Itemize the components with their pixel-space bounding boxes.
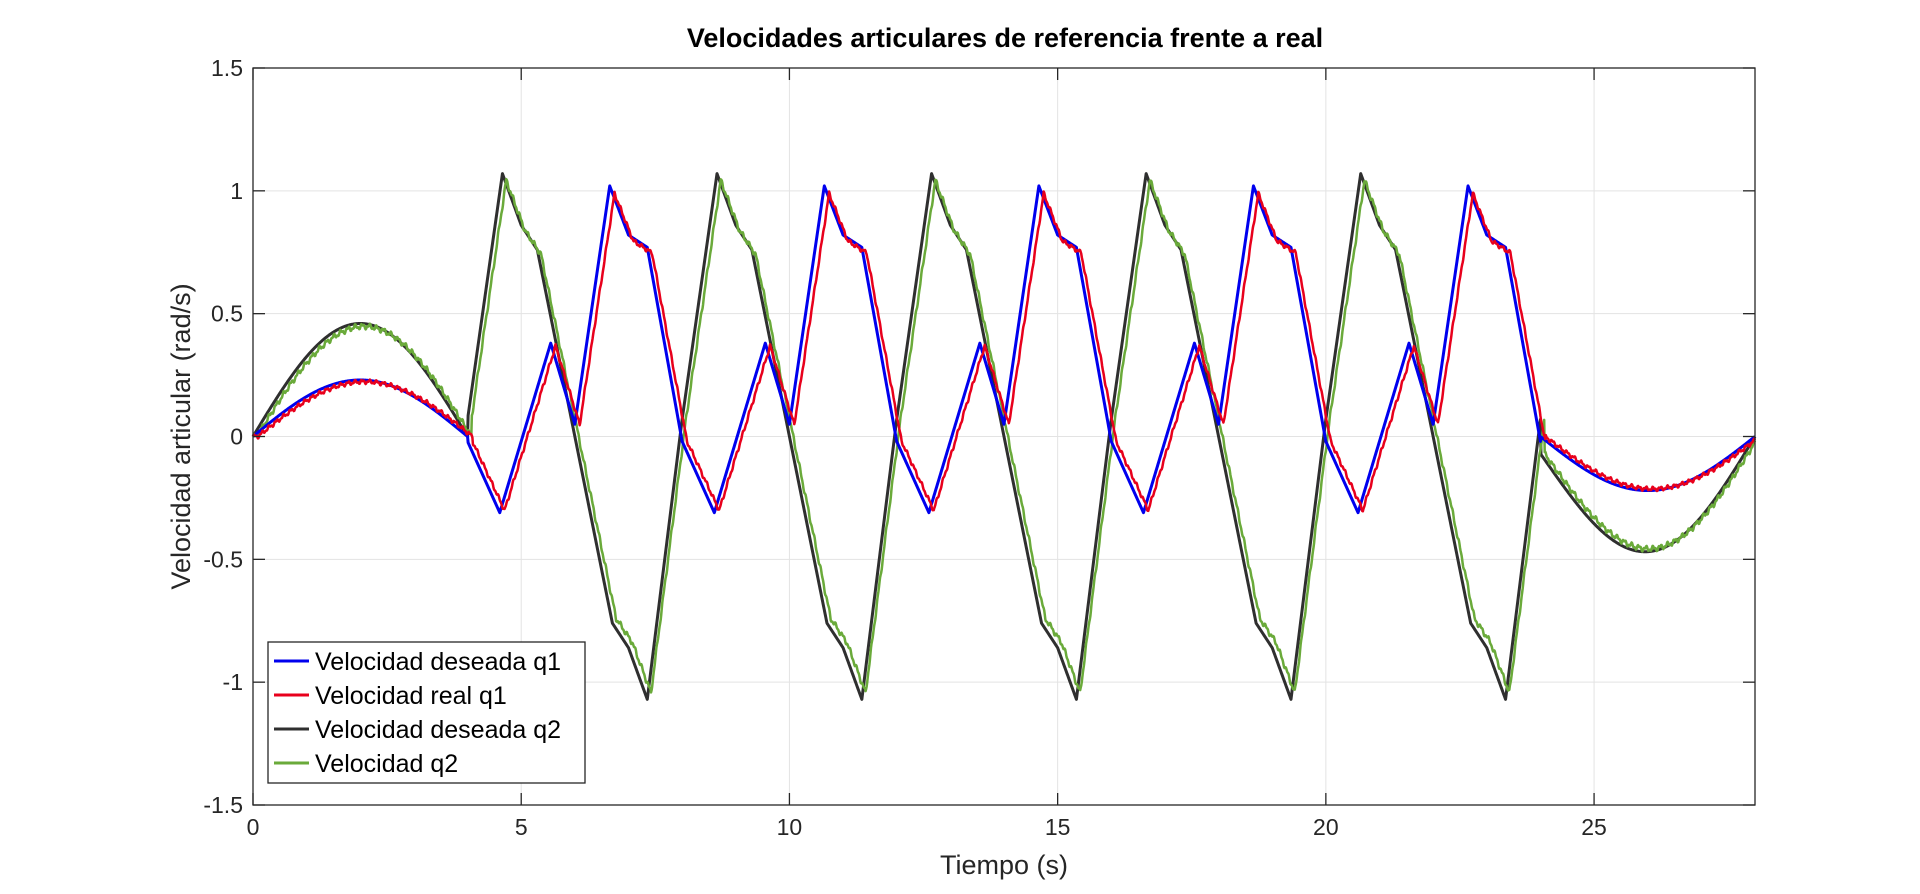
y-tick-label: -1 bbox=[223, 669, 243, 695]
y-tick-label: 0.5 bbox=[211, 301, 243, 327]
legend-label-desired-q2: Velocidad deseada q2 bbox=[315, 716, 561, 744]
x-tick-label: 25 bbox=[1581, 814, 1607, 840]
chart-title: Velocidades articulares de referencia fr… bbox=[687, 23, 1323, 53]
legend: Velocidad deseada q1 Velocidad real q1 V… bbox=[267, 641, 586, 784]
x-tick-label: 10 bbox=[777, 814, 803, 840]
x-tick-labels: 0 5 10 15 20 25 bbox=[247, 814, 1607, 840]
x-tick-label: 5 bbox=[515, 814, 528, 840]
legend-entry-real-q2: Velocidad q2 bbox=[274, 750, 458, 778]
y-tick-label: 1 bbox=[230, 178, 243, 204]
series-lines bbox=[251, 172, 1757, 701]
legend-entry-real-q1: Velocidad real q1 bbox=[274, 682, 507, 710]
y-tick-label: 1.5 bbox=[211, 55, 243, 81]
series-line-desired-q2 bbox=[251, 172, 1757, 701]
y-axis-label: Velocidad articular (rad/s) bbox=[166, 283, 196, 589]
y-tick-labels: -1.5 -1 -0.5 0 0.5 1 1.5 bbox=[203, 55, 243, 818]
y-tick-label: -0.5 bbox=[203, 546, 243, 572]
y-tick-label: 0 bbox=[230, 424, 243, 450]
y-tick-label: -1.5 bbox=[203, 792, 243, 818]
legend-entry-desired-q1: Velocidad deseada q1 bbox=[274, 648, 561, 676]
legend-label-real-q2: Velocidad q2 bbox=[315, 750, 458, 778]
x-tick-label: 0 bbox=[247, 814, 260, 840]
x-tick-label: 15 bbox=[1045, 814, 1071, 840]
x-tick-label: 20 bbox=[1313, 814, 1339, 840]
legend-box bbox=[267, 641, 586, 784]
legend-label-real-q1: Velocidad real q1 bbox=[315, 682, 507, 710]
tick-marks bbox=[252, 67, 1755, 806]
legend-entry-desired-q2: Velocidad deseada q2 bbox=[274, 716, 561, 744]
x-axis-label: Tiempo (s) bbox=[940, 850, 1068, 880]
series-line-real-q1 bbox=[251, 190, 1757, 513]
legend-label-desired-q1: Velocidad deseada q1 bbox=[315, 648, 561, 676]
